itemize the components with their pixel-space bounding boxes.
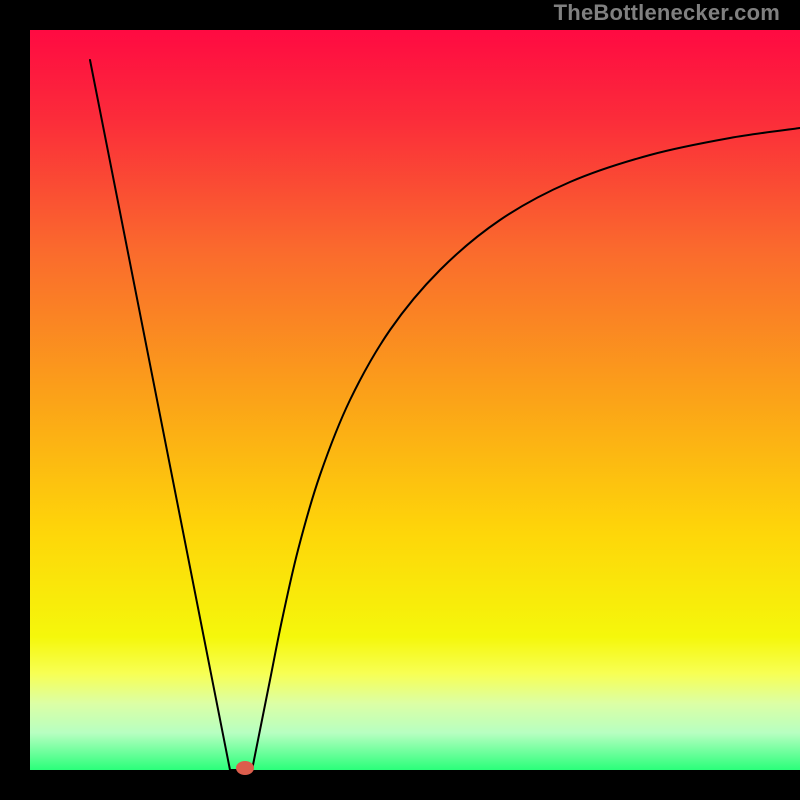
plot-area [30, 30, 800, 770]
watermark-text: TheBottlenecker.com [554, 0, 780, 26]
chart-container: TheBottlenecker.com [0, 0, 800, 800]
